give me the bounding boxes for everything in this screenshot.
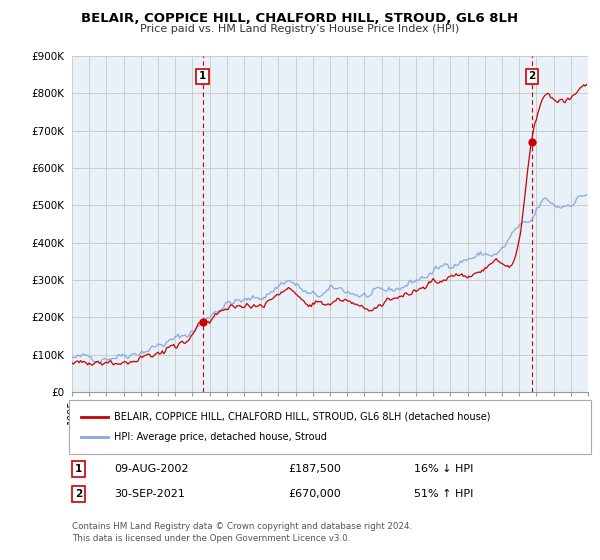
Text: £670,000: £670,000 [288,489,341,499]
Text: 1: 1 [199,71,206,81]
Text: 51% ↑ HPI: 51% ↑ HPI [414,489,473,499]
Text: 09-AUG-2002: 09-AUG-2002 [114,464,188,474]
Text: Price paid vs. HM Land Registry’s House Price Index (HPI): Price paid vs. HM Land Registry’s House … [140,24,460,34]
Text: 2: 2 [75,489,82,499]
Text: This data is licensed under the Open Government Licence v3.0.: This data is licensed under the Open Gov… [72,534,350,543]
Text: Contains HM Land Registry data © Crown copyright and database right 2024.: Contains HM Land Registry data © Crown c… [72,522,412,531]
Text: BELAIR, COPPICE HILL, CHALFORD HILL, STROUD, GL6 8LH (detached house): BELAIR, COPPICE HILL, CHALFORD HILL, STR… [114,412,491,422]
Text: 30-SEP-2021: 30-SEP-2021 [114,489,185,499]
Text: HPI: Average price, detached house, Stroud: HPI: Average price, detached house, Stro… [114,432,327,442]
Text: 16% ↓ HPI: 16% ↓ HPI [414,464,473,474]
Text: 1: 1 [75,464,82,474]
Text: 2: 2 [529,71,536,81]
Text: BELAIR, COPPICE HILL, CHALFORD HILL, STROUD, GL6 8LH: BELAIR, COPPICE HILL, CHALFORD HILL, STR… [82,12,518,25]
Text: £187,500: £187,500 [288,464,341,474]
